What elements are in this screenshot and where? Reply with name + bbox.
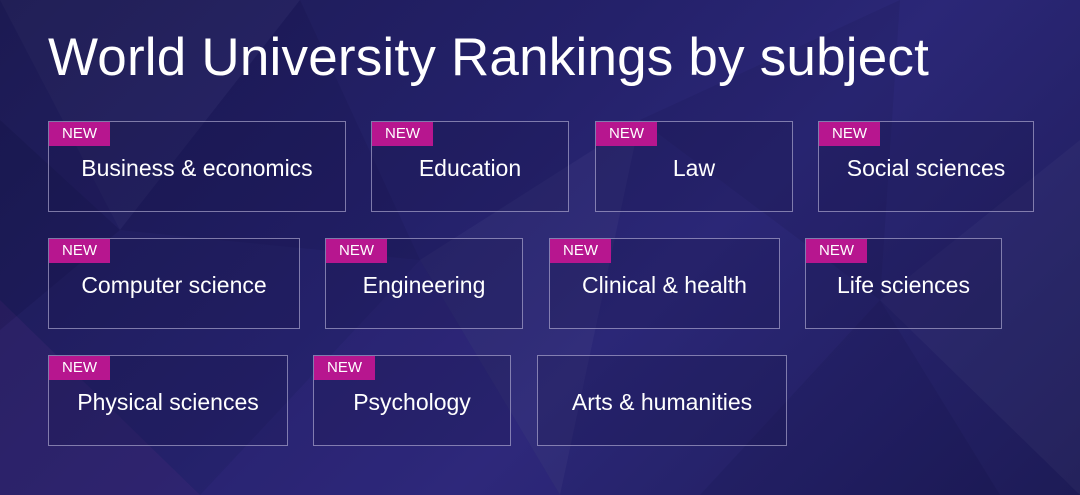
subject-tile-social-sciences[interactable]: NEW Social sciences: [818, 121, 1034, 212]
subject-label: Physical sciences: [77, 389, 259, 415]
subject-label: Clinical & health: [582, 272, 747, 298]
subject-tile-clinical-health[interactable]: NEW Clinical & health: [549, 238, 780, 329]
subject-label: Life sciences: [837, 272, 970, 298]
subject-tile-engineering[interactable]: NEW Engineering: [325, 238, 523, 329]
new-badge: NEW: [314, 356, 375, 380]
subject-tile-psychology[interactable]: NEW Psychology: [313, 355, 511, 446]
new-badge: NEW: [49, 239, 110, 263]
subject-label: Arts & humanities: [571, 389, 753, 415]
subject-label: Psychology: [353, 389, 471, 415]
subject-tile-physical-sciences[interactable]: NEW Physical sciences: [48, 355, 288, 446]
new-badge: NEW: [550, 239, 611, 263]
subject-label: Social sciences: [846, 155, 1006, 181]
subject-tile-arts-humanities[interactable]: Arts & humanities: [537, 355, 787, 446]
subject-label: Education: [418, 155, 522, 181]
subject-label: Law: [672, 155, 716, 181]
subject-label: Engineering: [362, 272, 486, 298]
subject-tile-computer-science[interactable]: NEW Computer science: [48, 238, 300, 329]
new-badge: NEW: [819, 122, 880, 146]
new-badge: NEW: [49, 122, 110, 146]
new-badge: NEW: [372, 122, 433, 146]
subject-tile-business-economics[interactable]: NEW Business & economics: [48, 121, 346, 212]
subject-tile-law[interactable]: NEW Law: [595, 121, 793, 212]
new-badge: NEW: [326, 239, 387, 263]
new-badge: NEW: [49, 356, 110, 380]
new-badge: NEW: [806, 239, 867, 263]
subject-label: Business & economics: [81, 155, 313, 181]
subject-tile-life-sciences[interactable]: NEW Life sciences: [805, 238, 1002, 329]
subject-label: Computer science: [81, 272, 267, 298]
subject-tile-education[interactable]: NEW Education: [371, 121, 569, 212]
new-badge: NEW: [596, 122, 657, 146]
page-title: World University Rankings by subject: [48, 28, 930, 87]
